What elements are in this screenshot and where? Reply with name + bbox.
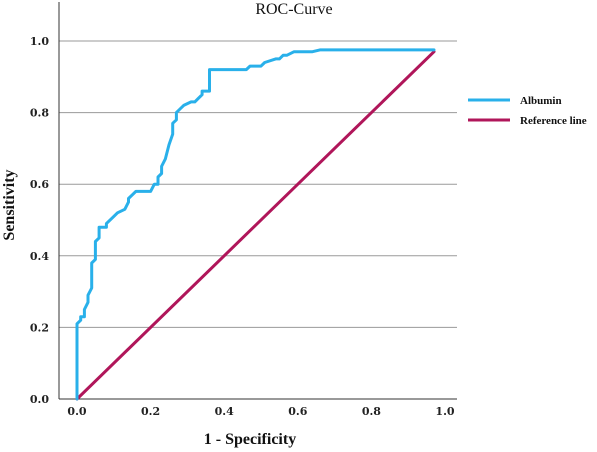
x-tick-label: 0.6 — [288, 405, 307, 418]
x-tick-labels: 0.0 0.2 0.4 0.6 0.8 1.0 — [67, 405, 454, 418]
y-tick-labels: 0.0 0.2 0.4 0.6 0.8 1.0 — [30, 35, 49, 406]
x-tick-label: 0.0 — [67, 405, 86, 418]
legend-label-1: Reference line — [520, 115, 587, 127]
legend-label-0: Albumin — [520, 95, 562, 107]
gridlines — [59, 40, 457, 328]
legend: Albumin Reference line — [468, 95, 587, 127]
y-tick-label: 0.6 — [30, 178, 49, 191]
x-tick-label: 0.4 — [215, 405, 234, 418]
x-axis-label: 1 - Specificity — [204, 431, 296, 448]
y-tick-label: 0.4 — [30, 250, 49, 263]
y-tick-label: 0.2 — [30, 321, 49, 334]
series-line-1 — [75, 50, 436, 401]
y-tick-label: 0.8 — [30, 107, 49, 120]
x-tick-label: 0.8 — [362, 405, 381, 418]
y-axis-label: Sensitivity — [1, 169, 18, 240]
y-tick-label: 0.0 — [30, 393, 49, 406]
x-tick-label: 0.2 — [141, 405, 160, 418]
chart-title: ROC-Curve — [255, 1, 332, 18]
x-tick-label: 1.0 — [435, 405, 454, 418]
y-tick-label: 1.0 — [30, 35, 49, 48]
series-lines — [75, 48, 436, 401]
series-line-0 — [75, 48, 436, 401]
